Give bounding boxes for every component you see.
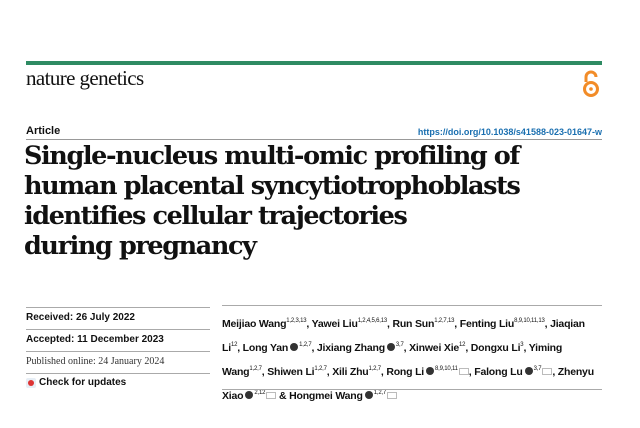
orcid-icon[interactable] — [426, 367, 435, 375]
author-name[interactable]: Jixiang Zhang — [316, 342, 385, 354]
divider — [222, 389, 602, 390]
author-name[interactable]: Fenting Liu — [459, 318, 515, 330]
title-line: human placental syncytiotrophoblasts — [24, 171, 521, 201]
author-name[interactable]: Yiming Wang — [222, 342, 563, 378]
affiliation-superscript: 2,12 — [254, 390, 266, 396]
check-for-updates-label: Check for updates — [39, 377, 127, 388]
divider — [26, 307, 210, 308]
published-date: Published online: 24 January 2024 — [26, 356, 165, 367]
author-name[interactable]: Meijiao Wang — [222, 318, 287, 330]
author-name[interactable]: Xinwei Xie — [409, 342, 460, 354]
divider — [26, 329, 210, 330]
affiliation-superscript: 12 — [459, 342, 466, 348]
orcid-icon[interactable] — [245, 391, 254, 399]
crossmark-icon — [26, 377, 36, 388]
article-title: Single-nucleus multi-omic profiling of h… — [24, 141, 604, 261]
author-name[interactable]: Hongmei Wang — [289, 390, 363, 402]
journal-logo: nature genetics — [26, 66, 144, 90]
author-name[interactable]: Run Sun — [392, 318, 435, 330]
orcid-icon[interactable] — [524, 367, 533, 375]
orcid-icon[interactable] — [364, 391, 373, 399]
affiliation-superscript: 3,7 — [395, 342, 404, 348]
author-name[interactable]: Rong Li — [386, 366, 425, 378]
affiliation-superscript: 1,2,7 — [314, 366, 327, 372]
author-name[interactable]: Long Yan — [242, 342, 289, 354]
title-line: identifies cellular trajectories — [24, 201, 408, 231]
divider — [26, 139, 602, 140]
orcid-icon[interactable] — [386, 343, 395, 351]
check-for-updates-button[interactable]: Check for updates — [26, 377, 126, 388]
affiliation-superscript: 1,2,7 — [373, 390, 387, 396]
email-icon[interactable] — [458, 368, 469, 375]
affiliation-superscript: 8,9,10,11 — [435, 366, 458, 372]
author-name[interactable]: Dongxu Li — [470, 342, 521, 354]
affiliation-superscript: 12 — [230, 342, 238, 348]
open-access-icon — [583, 70, 599, 97]
author-name[interactable]: Falong Lu — [474, 366, 523, 378]
affiliation-superscript: 3,7 — [533, 366, 542, 372]
received-date: Received: 26 July 2022 — [26, 312, 135, 323]
orcid-icon[interactable] — [290, 343, 299, 351]
email-icon[interactable] — [542, 368, 553, 375]
affiliation-superscript: 3 — [520, 342, 524, 348]
author-name[interactable]: Xili Zhu — [332, 366, 369, 378]
author-name[interactable]: Shiwen Li — [267, 366, 315, 378]
header-accent-bar — [26, 61, 602, 65]
affiliation-superscript: 1,2,4,5,6,13 — [357, 318, 387, 324]
author-name[interactable]: Zhenyu Xiao — [222, 366, 594, 402]
divider — [26, 373, 210, 374]
title-line: Single-nucleus multi-omic profiling of — [24, 141, 520, 171]
author-name[interactable]: Yawei Liu — [311, 318, 358, 330]
author-list: Meijiao Wang1,2,3,13, Yawei Liu1,2,4,5,6… — [222, 318, 594, 402]
email-icon[interactable] — [266, 392, 277, 399]
affiliation-superscript: 8,9,10,11,13 — [514, 318, 545, 324]
author-name[interactable]: Jiaqian Li — [222, 318, 585, 354]
affiliation-superscript: 1,2,3,13 — [286, 318, 307, 324]
affiliation-superscript: 1,2,7 — [249, 366, 262, 372]
email-icon[interactable] — [387, 392, 398, 399]
doi-link[interactable]: https://doi.org/10.1038/s41588-023-01647… — [417, 127, 602, 137]
title-line: during pregnancy — [24, 231, 257, 261]
article-type: Article — [26, 125, 61, 137]
affiliation-superscript: 1,2,7 — [299, 342, 312, 348]
divider — [26, 351, 210, 352]
divider — [222, 305, 602, 306]
affiliation-superscript: 1,2,7,13 — [434, 318, 455, 324]
affiliation-superscript: 1,2,7 — [368, 366, 382, 372]
accepted-date: Accepted: 11 December 2023 — [26, 334, 164, 345]
